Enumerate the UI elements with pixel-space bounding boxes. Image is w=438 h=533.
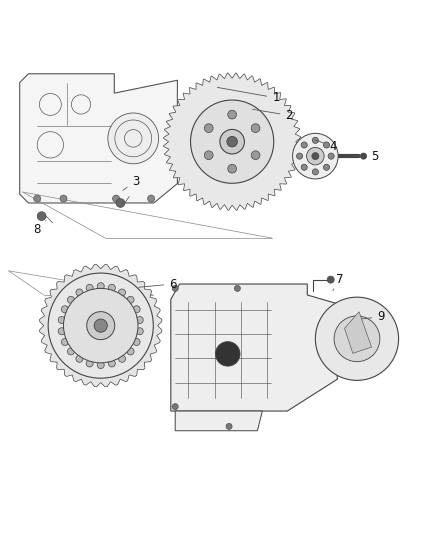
Polygon shape — [39, 264, 162, 387]
Text: 4: 4 — [316, 140, 337, 152]
Circle shape — [251, 124, 260, 133]
Text: 8: 8 — [34, 221, 46, 236]
Circle shape — [58, 328, 65, 335]
Circle shape — [136, 328, 143, 335]
Circle shape — [228, 110, 237, 119]
Circle shape — [307, 147, 324, 165]
Circle shape — [64, 288, 138, 363]
Circle shape — [312, 169, 318, 175]
Text: 9: 9 — [362, 310, 385, 324]
Circle shape — [312, 152, 319, 159]
Circle shape — [205, 151, 213, 159]
Circle shape — [60, 195, 67, 202]
Circle shape — [315, 297, 399, 381]
Circle shape — [86, 284, 93, 292]
Circle shape — [172, 403, 178, 410]
Circle shape — [205, 124, 213, 133]
Circle shape — [127, 348, 134, 355]
Circle shape — [136, 317, 143, 324]
Circle shape — [119, 356, 126, 362]
Polygon shape — [163, 73, 301, 211]
Circle shape — [360, 153, 367, 159]
Circle shape — [76, 356, 83, 362]
Circle shape — [323, 164, 329, 171]
Circle shape — [328, 153, 334, 159]
Circle shape — [215, 342, 240, 366]
Circle shape — [234, 285, 240, 292]
Circle shape — [220, 130, 244, 154]
Circle shape — [127, 296, 134, 303]
Circle shape — [226, 423, 232, 430]
Circle shape — [97, 282, 104, 290]
Text: 7: 7 — [333, 273, 343, 290]
Circle shape — [86, 360, 93, 367]
Circle shape — [251, 151, 260, 159]
Polygon shape — [20, 74, 177, 203]
Circle shape — [116, 199, 125, 207]
Circle shape — [37, 212, 46, 221]
Circle shape — [334, 316, 380, 362]
Circle shape — [133, 338, 140, 345]
Text: 5: 5 — [353, 150, 378, 163]
Text: 2: 2 — [252, 109, 293, 122]
Circle shape — [172, 285, 178, 292]
Circle shape — [108, 284, 115, 292]
Circle shape — [228, 164, 237, 173]
Circle shape — [87, 312, 115, 340]
Circle shape — [34, 195, 41, 202]
Polygon shape — [175, 411, 262, 431]
Circle shape — [297, 153, 303, 159]
Circle shape — [312, 138, 318, 143]
Circle shape — [227, 136, 237, 147]
Circle shape — [113, 195, 120, 202]
Circle shape — [327, 276, 334, 283]
Polygon shape — [344, 312, 371, 353]
Circle shape — [48, 273, 153, 378]
Circle shape — [191, 100, 274, 183]
Circle shape — [323, 142, 329, 148]
Circle shape — [108, 113, 159, 164]
Text: 1: 1 — [217, 87, 280, 104]
Circle shape — [108, 360, 115, 367]
Circle shape — [293, 133, 338, 179]
Polygon shape — [171, 284, 337, 411]
Circle shape — [67, 296, 74, 303]
Circle shape — [67, 348, 74, 355]
Circle shape — [76, 289, 83, 296]
Circle shape — [58, 317, 65, 324]
Text: 6: 6 — [138, 278, 177, 290]
Circle shape — [301, 164, 307, 171]
Circle shape — [61, 306, 68, 313]
Circle shape — [148, 195, 155, 202]
Circle shape — [133, 306, 140, 313]
Circle shape — [61, 338, 68, 345]
Circle shape — [301, 142, 307, 148]
Text: 3: 3 — [123, 175, 139, 190]
Circle shape — [119, 289, 126, 296]
Circle shape — [97, 361, 104, 368]
Circle shape — [94, 319, 107, 332]
